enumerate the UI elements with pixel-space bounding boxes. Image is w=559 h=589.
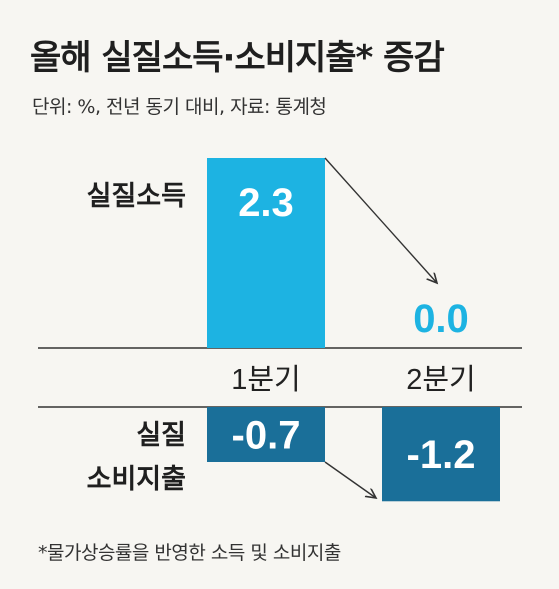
category-label-1: 1분기: [231, 364, 301, 396]
chart-subtitle: 단위: %, 전년 동기 대비, 자료: 통계청: [32, 96, 327, 118]
income-row-label: 실질소득: [87, 181, 186, 212]
income-value-label-2: 0.0: [413, 297, 469, 341]
income-bar-1: [207, 158, 325, 348]
income-change-arrow: [324, 157, 437, 283]
spending-bar-1: [207, 407, 325, 462]
spending-row-label: 실질: [136, 420, 186, 451]
chart-title: 올해 실질소득·소비지출* 증감: [30, 38, 445, 78]
spending-value-label-2: -1.2: [407, 433, 476, 477]
spending-row-label: 소비지출: [87, 464, 186, 495]
spending-value-label-1: -0.7: [232, 414, 301, 458]
spending-change-arrow: [324, 461, 376, 498]
chart-footnote: *물가상승률을 반영한 소득 및 소비지출: [38, 542, 341, 564]
category-label-2: 2분기: [406, 364, 476, 396]
income-value-label-1: 2.3: [238, 181, 294, 225]
spending-bar-2: [382, 407, 500, 502]
